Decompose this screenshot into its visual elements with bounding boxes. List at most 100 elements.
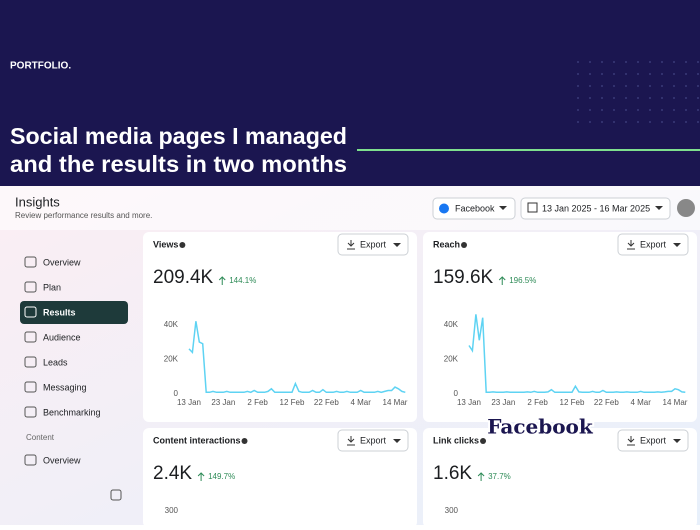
nav-icon [24,331,37,343]
y-tick-label: 0 [174,389,179,398]
info-icon [480,438,487,444]
card-title: Content interactions [153,435,241,445]
download-icon [627,240,635,250]
up-arrow [197,472,205,481]
card-title: Views [153,239,178,249]
collapse-icon[interactable] [110,489,122,501]
card [143,232,417,422]
x-tick-label: 13 Jan [177,398,201,407]
y-tick-label: 0 [454,389,459,398]
card [423,428,697,528]
export-text: Export [640,239,667,249]
x-tick-label: 2 Feb [527,398,548,407]
export-button[interactable] [617,233,689,256]
nav-icon [24,381,37,393]
card [143,428,417,528]
caret [393,439,401,443]
nav-item[interactable]: Leads [43,357,68,367]
title-line: and the results in two months [10,151,347,177]
title-line: Social media pages I managed [10,123,347,149]
download-icon [627,436,635,446]
nav-item[interactable]: Overview [43,257,81,267]
nav-item[interactable]: Audience [43,332,81,342]
x-tick-label: 22 Feb [594,398,619,407]
nav-icon [24,256,37,268]
caret [655,206,663,210]
x-tick-label: 14 Mar [663,398,688,407]
calendar-icon [527,202,538,213]
insights-title: Insights [15,194,60,209]
y-tick-label: 300 [445,506,459,515]
export-text: Export [640,435,667,445]
up-arrow [498,276,506,285]
export-text: Export [360,435,387,445]
x-tick-label: 12 Feb [280,398,305,407]
card-title: Link clicks [433,435,479,445]
y-tick-label: 40K [164,320,179,329]
caret [673,243,681,247]
section-label: Content [26,433,55,442]
nav-item[interactable]: Results [43,307,76,317]
date-text: 13 Jan 2025 - 16 Mar 2025 [542,203,650,213]
metric-line [188,321,406,394]
export-button[interactable] [337,233,409,256]
nav-item[interactable]: Benchmarking [43,407,101,417]
metric-value: 1.6K [433,463,472,484]
metric-change: 37.7% [488,472,511,481]
overlay-label: Facebook [487,415,594,439]
info-icon [241,438,248,444]
x-tick-label: 22 Feb [314,398,339,407]
y-tick-label: 20K [444,354,459,363]
info-icon [179,242,186,248]
avatar[interactable] [677,199,695,217]
card [423,232,697,422]
y-tick-label: 20K [164,354,179,363]
nav-icon [24,281,37,293]
y-tick-label: 300 [165,506,179,515]
x-tick-label: 4 Mar [630,398,651,407]
caret [393,243,401,247]
download-icon [347,240,355,250]
portfolio-label: PORTFOLIO. [10,61,71,72]
download-icon [347,436,355,446]
x-tick-label: 13 Jan [457,398,481,407]
caret [673,439,681,443]
card-title: Reach [433,239,460,249]
up-arrow [218,276,226,285]
nav-icon [24,356,37,368]
nav-item[interactable]: Overview [43,455,81,465]
dots [575,60,700,130]
platform-dropdown[interactable] [432,197,516,220]
metric-change: 144.1% [229,276,256,285]
metric-line [468,314,686,394]
metric-value: 209.4K [153,267,214,288]
x-tick-label: 23 Jan [491,398,515,407]
info-icon [461,242,468,248]
up-arrow [477,472,485,481]
y-tick-label: 40K [444,320,459,329]
export-button[interactable] [617,429,689,452]
insights-subtitle: Review performance results and more. [15,211,152,220]
export-button[interactable] [337,429,409,452]
metric-change: 196.5% [509,276,536,285]
export-text: Export [360,239,387,249]
x-tick-label: 12 Feb [560,398,585,407]
x-tick-label: 23 Jan [211,398,235,407]
fb-icon [439,203,449,214]
metric-value: 159.6K [433,267,494,288]
nav-icon [24,306,37,318]
metric-value: 2.4K [153,463,192,484]
nav-item[interactable]: Plan [43,282,61,292]
date-dropdown[interactable] [520,197,671,220]
metric-change: 149.7% [208,472,235,481]
x-tick-label: 4 Mar [350,398,371,407]
x-tick-label: 14 Mar [383,398,408,407]
nav-icon [24,454,37,466]
platform-text: Facebook [455,203,495,213]
caret [499,206,507,210]
nav-item[interactable]: Messaging [43,382,87,392]
active-item [20,301,128,324]
x-tick-label: 2 Feb [247,398,268,407]
